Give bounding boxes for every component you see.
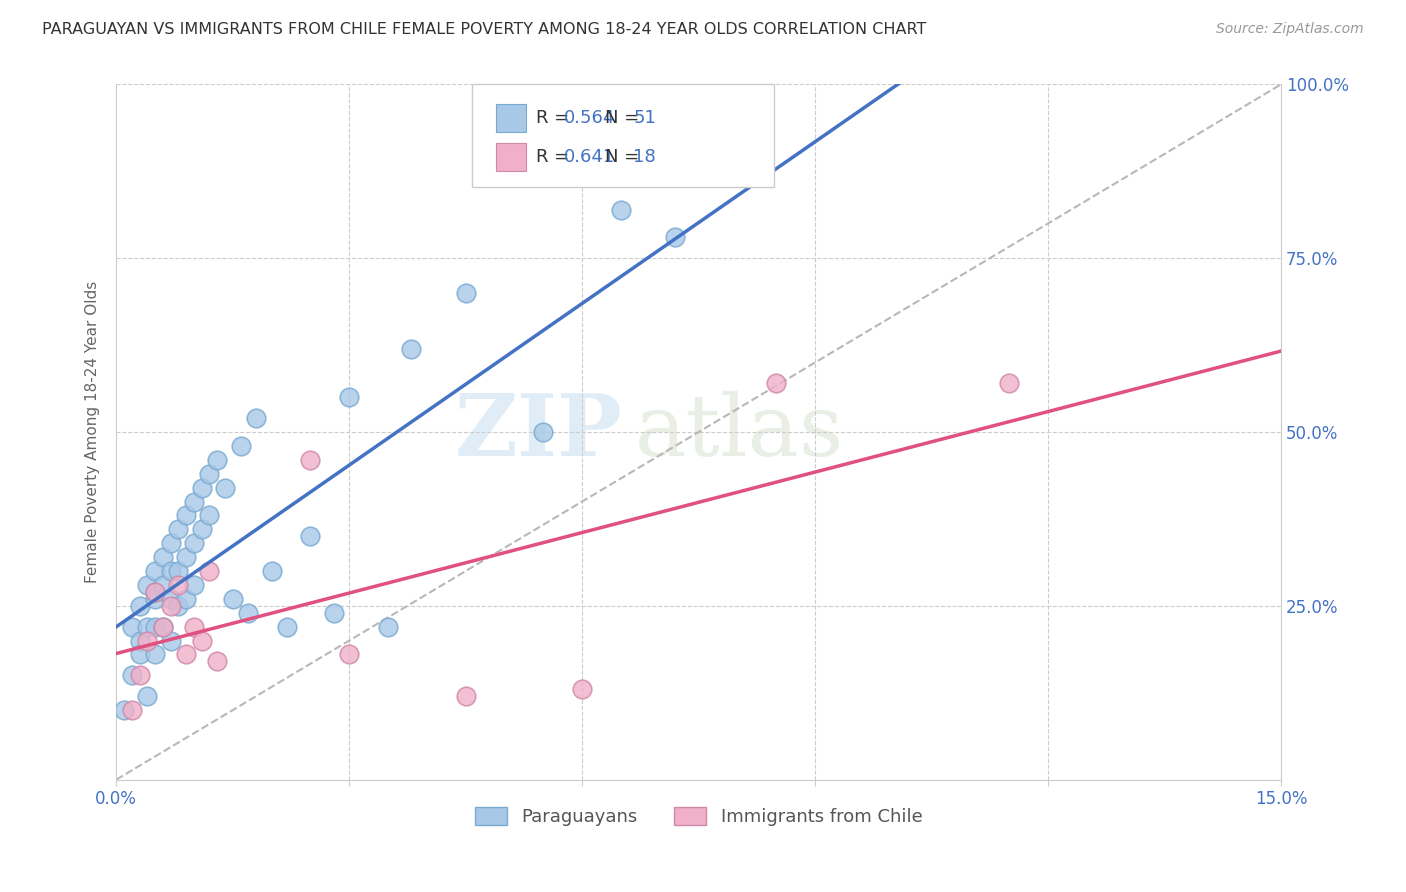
Point [112,703,135,717]
Point [531,425,554,439]
Point [190,633,212,648]
Text: 0.641: 0.641 [564,148,614,166]
Text: N =: N = [606,148,645,166]
Point [276,620,298,634]
Text: 0.564: 0.564 [564,109,614,127]
Point [159,564,181,578]
Point [454,689,477,703]
Point [183,578,205,592]
Point [174,508,197,523]
Point [610,202,633,217]
Point [159,591,181,606]
Point [128,599,150,613]
Point [143,591,166,606]
Point [136,620,159,634]
FancyBboxPatch shape [496,143,526,170]
Point [260,564,283,578]
Point [998,376,1021,391]
Point [159,599,181,613]
Point [152,620,174,634]
Point [299,529,322,543]
Point [121,668,143,682]
Text: ZIP: ZIP [456,390,623,474]
Point [143,585,166,599]
Point [401,342,423,356]
Point [454,285,477,300]
Point [136,689,159,703]
Point [167,522,190,536]
Point [238,606,260,620]
Text: 51: 51 [633,109,657,127]
Text: R =: R = [536,109,575,127]
Text: Source: ZipAtlas.com: Source: ZipAtlas.com [1216,22,1364,37]
Point [664,230,686,244]
Point [183,494,205,508]
Y-axis label: Female Poverty Among 18-24 Year Olds: Female Poverty Among 18-24 Year Olds [86,281,100,583]
Point [198,564,221,578]
Point [174,648,197,662]
Point [198,467,221,481]
Point [121,620,143,634]
Point [167,578,190,592]
Point [377,620,399,634]
Point [190,481,212,495]
Point [322,606,344,620]
Text: N =: N = [606,109,645,127]
Point [337,648,360,662]
Point [128,668,150,682]
Point [190,522,212,536]
Point [571,682,593,697]
Point [143,585,166,599]
Point [143,620,166,634]
Point [128,648,150,662]
Point [205,655,228,669]
Point [152,578,174,592]
Point [174,550,197,565]
Point [174,591,197,606]
Point [765,376,787,391]
Point [245,411,267,425]
Legend: Paraguayans, Immigrants from Chile: Paraguayans, Immigrants from Chile [467,799,929,833]
Point [128,633,150,648]
Point [136,578,159,592]
Point [214,481,236,495]
Text: atlas: atlas [634,391,844,474]
Point [121,703,143,717]
Point [229,439,252,453]
Point [299,453,322,467]
Point [159,536,181,550]
Point [152,550,174,565]
Point [143,564,166,578]
Point [205,453,228,467]
Point [183,620,205,634]
FancyBboxPatch shape [496,103,526,132]
Point [159,633,181,648]
Text: PARAGUAYAN VS IMMIGRANTS FROM CHILE FEMALE POVERTY AMONG 18-24 YEAR OLDS CORRELA: PARAGUAYAN VS IMMIGRANTS FROM CHILE FEMA… [42,22,927,37]
Point [198,508,221,523]
Point [167,599,190,613]
Point [143,648,166,662]
Point [337,390,360,404]
Point [183,536,205,550]
Point [167,564,190,578]
FancyBboxPatch shape [471,85,775,187]
Point [222,591,245,606]
Point [152,620,174,634]
Point [136,633,159,648]
Text: 18: 18 [633,148,657,166]
Text: R =: R = [536,148,575,166]
